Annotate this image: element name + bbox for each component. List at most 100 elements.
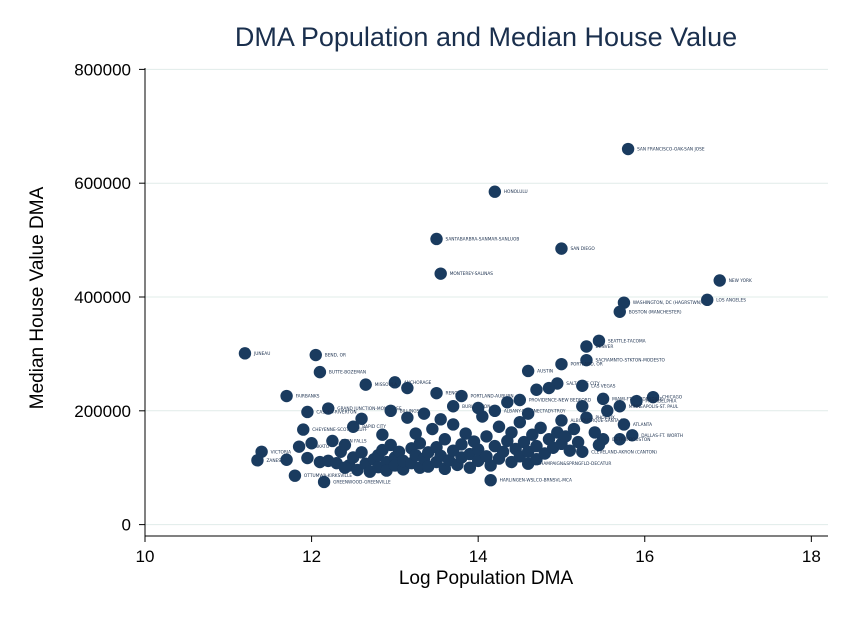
data-point	[588, 426, 601, 439]
data-point	[280, 453, 293, 466]
data-point-label: MINNEAPOLIS-ST. PAUL	[629, 404, 679, 410]
data-point	[338, 461, 352, 474]
data-point	[576, 445, 589, 458]
chart-title: DMA Population and Median House Value	[234, 22, 738, 52]
data-point	[592, 438, 606, 452]
y-tick-label: 800000	[74, 60, 131, 79]
data-point-label: WASHINGTON, DC (HAGRSTWN)	[633, 300, 702, 306]
data-point	[567, 422, 581, 436]
data-point	[438, 433, 452, 446]
data-point-label: TWIN FALLS	[340, 438, 367, 444]
data-point	[238, 347, 252, 360]
data-point-label: GRAND JUNCTION-MONTROSE	[337, 406, 402, 412]
data-point	[513, 415, 527, 429]
data-point-label: SANTABARBRA-SANMAR-SANLUOB	[446, 236, 520, 242]
data-point	[701, 293, 714, 307]
data-point	[530, 439, 543, 453]
data-point	[484, 459, 497, 472]
data-point	[576, 379, 589, 392]
y-tick-label: 400000	[74, 288, 131, 307]
data-point-label: PHILADELPHIA	[645, 399, 676, 405]
y-tick-label: 200000	[74, 402, 131, 421]
data-point	[305, 437, 318, 450]
y-tick-label: 0	[122, 516, 131, 535]
data-point-label: BUTTE-BOZEMAN	[329, 370, 366, 376]
data-point-label: BEND, OR	[325, 353, 346, 359]
data-point	[292, 440, 306, 453]
data-point	[434, 413, 447, 426]
x-axis-label: Log Population DMA	[398, 568, 574, 589]
data-point-label: MANKATO	[308, 444, 330, 450]
data-point-label: LAS VEGAS	[591, 383, 615, 389]
data-point	[626, 429, 639, 442]
data-point-label: ALBANY-SCHENECTADY-TROY	[504, 408, 566, 414]
data-point	[580, 411, 593, 424]
data-point	[355, 412, 368, 425]
data-point	[617, 418, 631, 431]
data-point-label: HARLINGEN-WSLCO-BRNSVL-MCA	[500, 478, 572, 484]
data-point	[521, 364, 535, 378]
data-point	[417, 407, 431, 420]
data-point	[534, 421, 547, 435]
data-point-label: ALBUQUERQUE-SANTA FE	[570, 418, 625, 424]
data-point-label: RAPID CITY	[362, 424, 386, 430]
data-point-label: NEW YORK	[729, 278, 752, 284]
data-point-label: CHAMPAIGN&SPRNGFLD-DECATUR	[537, 461, 611, 467]
x-tick-label: 14	[469, 547, 488, 566]
data-point	[513, 393, 527, 407]
data-point	[596, 392, 610, 406]
data-point-label: FAIRBANKS	[296, 394, 320, 400]
data-point-label: CLEVELAND-AKRON (CANTON)	[591, 449, 657, 455]
data-point	[455, 438, 468, 451]
data-point	[251, 454, 264, 467]
data-point	[317, 475, 331, 489]
data-point	[446, 418, 460, 431]
data-point	[430, 232, 443, 246]
data-point-label: MISSOULA	[375, 382, 397, 388]
data-point-label: LOS ANGELES	[716, 297, 746, 303]
data-point	[309, 348, 322, 362]
data-point	[713, 274, 726, 287]
data-point-label: ZANESVILLE	[266, 458, 293, 464]
data-point	[576, 400, 589, 413]
data-point	[621, 142, 635, 156]
data-point-label: SACRAMNTO-STKTON-MODESTO	[595, 358, 665, 364]
data-point	[580, 340, 593, 353]
data-point-label: SAN DIEGO	[570, 246, 595, 252]
data-point	[455, 389, 468, 403]
data-point	[409, 427, 422, 440]
data-point	[559, 430, 572, 443]
data-point	[446, 400, 460, 413]
data-point	[613, 305, 626, 318]
data-point	[488, 185, 502, 198]
y-tick-label: 600000	[74, 174, 131, 193]
data-point-label: ANCHORAGE	[404, 380, 432, 386]
data-point	[413, 437, 427, 450]
data-point	[580, 353, 593, 367]
data-point	[592, 334, 606, 348]
data-point-label: RENO	[446, 391, 459, 397]
data-point	[484, 474, 497, 487]
data-point	[555, 414, 568, 427]
data-point	[471, 401, 485, 415]
data-point	[322, 402, 335, 415]
data-point	[430, 386, 443, 400]
data-point-label: AUSTIN	[537, 368, 553, 374]
data-point-label: ATLANTA	[633, 422, 652, 428]
data-point-label: DALLAS-FT. WORTH	[641, 433, 683, 439]
data-point-label: GREENWOOD-GREENVILLE	[333, 479, 391, 485]
data-point	[401, 381, 414, 395]
data-point	[401, 411, 414, 424]
data-point	[280, 389, 293, 403]
data-point-label: PHOENIX	[595, 415, 614, 421]
data-point-label: CASPER-RIVERTON	[316, 409, 356, 415]
data-point-label: BILLINGS	[400, 408, 420, 414]
data-point-label: CHEYENNE-SCOTTSBLUFF	[312, 427, 368, 433]
data-point	[384, 438, 397, 452]
data-point-label: PROVIDENCE-NEW BEDFORD	[529, 397, 592, 403]
data-point	[488, 404, 502, 418]
data-point	[471, 443, 485, 456]
data-point-label: SEATTLE-TACOMA	[608, 338, 646, 344]
x-tick-label: 18	[802, 547, 821, 566]
